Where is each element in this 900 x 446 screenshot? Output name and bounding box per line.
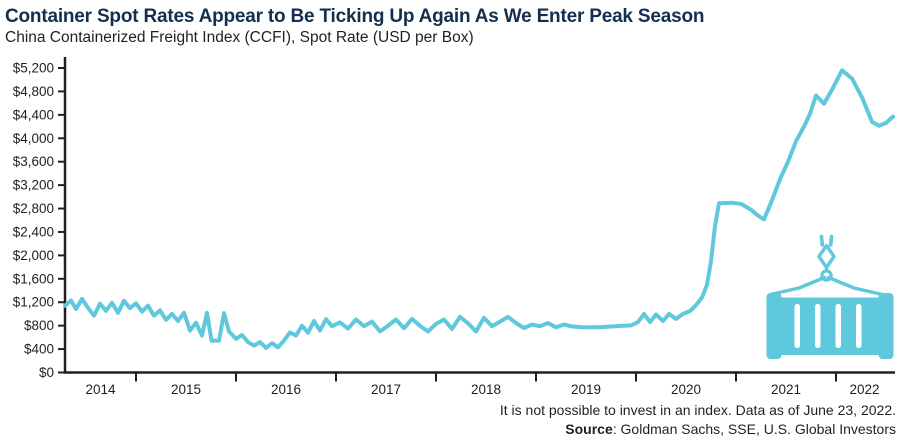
y-tick-label: $400 <box>24 342 54 357</box>
y-tick-label: $1,600 <box>13 271 54 286</box>
ccfi-spot-rate-line <box>63 68 895 350</box>
y-tick-label: $5,200 <box>13 61 54 76</box>
x-tick-label: 2017 <box>371 382 401 397</box>
source-line: Source: Goldman Sachs, SSE, U.S. Global … <box>0 420 896 439</box>
x-tick-label: 2018 <box>471 382 501 397</box>
y-tick-label: $1,200 <box>13 295 54 310</box>
y-tick-label: $800 <box>24 318 54 333</box>
footer-disclaimer: It is not possible to invest in an index… <box>0 401 896 439</box>
plot-area: $0 $400 $800 $1,200 $1,600 $2,000 $2,400 $2,800… <box>13 57 895 397</box>
y-tick-label: $3,200 <box>13 178 54 193</box>
container-crane-icon <box>766 234 894 359</box>
y-tick-label: $2,000 <box>13 248 54 263</box>
chart-subtitle: China Containerized Freight Index (CCFI)… <box>5 29 474 46</box>
y-tick-label: $4,400 <box>13 107 54 122</box>
x-tick-label: 2019 <box>571 382 601 397</box>
source-text: : Goldman Sachs, SSE, U.S. Global Invest… <box>612 421 896 437</box>
y-tick-label: $2,400 <box>13 224 54 239</box>
x-tick-label: 2015 <box>171 382 201 397</box>
y-tick-label: $3,600 <box>13 154 54 169</box>
source-label: Source <box>565 421 613 437</box>
x-tick-label: 2020 <box>671 382 701 397</box>
y-tick-label: $0 <box>39 365 54 380</box>
x-tick-label: 2016 <box>271 382 301 397</box>
x-tick-label: 2022 <box>849 382 879 397</box>
y-tick-label: $4,000 <box>13 131 54 146</box>
chart-title: Container Spot Rates Appear to Be Tickin… <box>5 6 705 27</box>
x-tick-label: 2021 <box>771 382 801 397</box>
y-tick-label: $2,800 <box>13 201 54 216</box>
y-tick-label: $4,800 <box>13 84 54 99</box>
x-tick-label: 2014 <box>85 382 116 397</box>
disclaimer-line: It is not possible to invest in an index… <box>499 402 896 418</box>
